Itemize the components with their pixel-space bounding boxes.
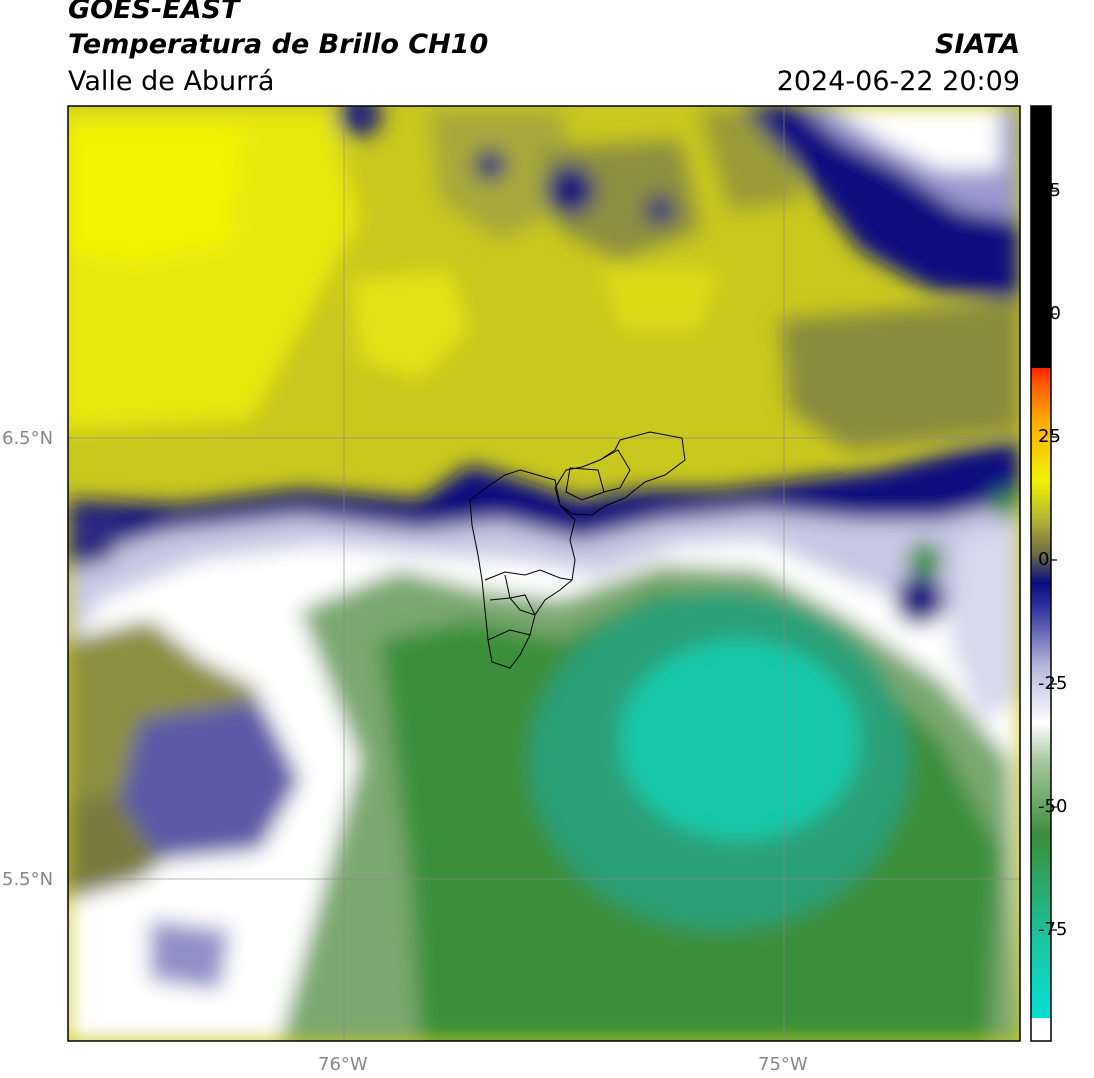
map-frame bbox=[67, 105, 1021, 1042]
colorbar bbox=[1030, 105, 1057, 1042]
municipal-boundaries bbox=[469, 431, 686, 669]
brand-label: SIATA bbox=[934, 29, 1020, 60]
colorbar-tick-label: -25 bbox=[1038, 673, 1068, 694]
location-label: Valle de Aburrá bbox=[68, 66, 275, 97]
colorbar-tick-label: 0 bbox=[1038, 549, 1050, 570]
colorbar-tick-label: -75 bbox=[1038, 919, 1068, 940]
map-field bbox=[68, 106, 1020, 1041]
timestamp-label: 2024-06-22 20:09 bbox=[776, 66, 1020, 97]
lon-label-76w: 76°W bbox=[318, 1054, 368, 1075]
product-title: Temperatura de Brillo CH10 bbox=[68, 29, 489, 60]
colorbar-tick-label: 50 bbox=[1038, 303, 1061, 324]
lat-label-6-5: 6.5°N bbox=[2, 428, 54, 449]
gridlines bbox=[68, 106, 1020, 1041]
colorbar-tick-label: -50 bbox=[1038, 796, 1068, 817]
colorbar-tick-label: 75 bbox=[1038, 180, 1061, 201]
lon-label-75w: 75°W bbox=[758, 1054, 808, 1075]
lat-label-5-5: 5.5°N bbox=[2, 869, 54, 890]
colorbar-tick-label: 25 bbox=[1038, 426, 1061, 447]
satellite-title: GOES-EAST bbox=[68, 0, 240, 25]
colorbar-ticks bbox=[1051, 190, 1057, 931]
